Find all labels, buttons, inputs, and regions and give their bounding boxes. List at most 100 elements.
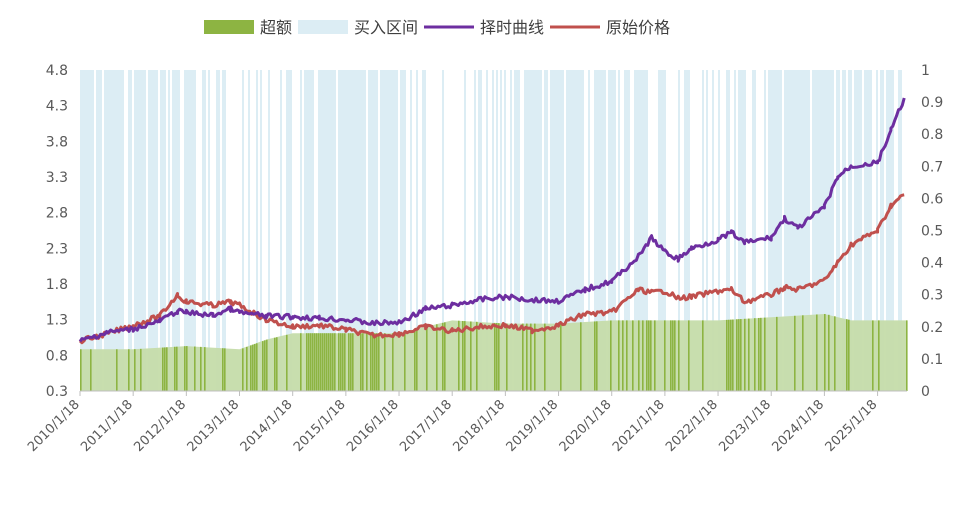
legend-swatch-excess xyxy=(204,20,254,34)
buy-interval-band xyxy=(504,70,506,391)
excess-band xyxy=(744,318,746,391)
excess-band xyxy=(366,333,368,391)
buy-interval-band xyxy=(474,70,476,391)
excess-band xyxy=(316,333,318,391)
timing-curve-line xyxy=(78,97,906,343)
buy-interval-band xyxy=(752,70,754,391)
excess-band xyxy=(308,333,310,391)
y-right-tick-label: 0.6 xyxy=(921,191,943,207)
excess-band xyxy=(162,347,164,391)
buy-interval-band xyxy=(860,70,862,391)
buy-interval-band xyxy=(740,70,742,391)
buy-interval-band xyxy=(386,70,388,391)
x-tick-label: 2022/1/18 xyxy=(663,397,721,455)
excess-band xyxy=(264,340,266,391)
excess-band xyxy=(414,329,416,391)
buy-interval-band xyxy=(792,70,794,391)
buy-interval-band xyxy=(640,70,642,391)
y-right-tick-label: 0.1 xyxy=(921,352,943,368)
buy-interval-band xyxy=(310,70,312,391)
excess-band xyxy=(824,313,826,391)
excess-band xyxy=(476,321,478,391)
excess-band xyxy=(748,318,750,391)
buy-interval-band xyxy=(320,70,322,391)
buy-interval-band xyxy=(602,70,604,391)
excess-band xyxy=(242,348,244,391)
excess-band xyxy=(638,320,640,391)
buy-interval-band xyxy=(784,70,786,391)
excess-band xyxy=(626,320,628,391)
buy-interval-band xyxy=(106,70,108,391)
excess-band xyxy=(312,333,314,391)
buy-interval-band xyxy=(780,70,782,391)
buy-interval-band xyxy=(392,70,394,391)
buy-interval-band xyxy=(594,70,596,391)
excess-band xyxy=(200,346,202,391)
excess-band xyxy=(328,333,330,391)
buy-interval-band xyxy=(300,70,302,391)
buy-interval-band xyxy=(108,70,110,391)
buy-interval-band xyxy=(764,70,766,391)
buy-interval-band xyxy=(222,70,224,391)
excess-band xyxy=(672,320,674,391)
buy-interval-band xyxy=(150,70,152,391)
buy-interval-band xyxy=(308,70,310,391)
buy-interval-band xyxy=(184,70,186,391)
buy-interval-band xyxy=(566,70,568,391)
buy-interval-band xyxy=(176,70,178,391)
buy-interval-band xyxy=(480,70,482,391)
excess-band xyxy=(534,323,536,391)
x-tick-label: 2012/1/18 xyxy=(131,397,189,455)
y-right-tick-label: 0 xyxy=(921,384,930,400)
excess-band xyxy=(764,317,766,391)
x-tick-label: 2019/1/18 xyxy=(504,397,562,455)
buy-interval-band xyxy=(186,70,188,391)
buy-interval-band xyxy=(358,70,360,391)
buy-interval-band xyxy=(588,70,590,391)
excess-band xyxy=(370,333,372,391)
excess-band xyxy=(384,333,386,391)
buy-interval-band xyxy=(842,70,844,391)
buy-interval-band xyxy=(82,70,84,391)
buy-interval-band xyxy=(162,70,164,391)
buy-interval-band xyxy=(658,70,660,391)
buy-interval-band xyxy=(130,70,132,391)
buy-interval-band xyxy=(824,70,826,391)
buy-interval-band xyxy=(376,70,378,391)
buy-interval-band xyxy=(880,70,882,391)
buy-interval-band xyxy=(890,70,892,391)
buy-interval-band xyxy=(442,70,444,391)
excess-band xyxy=(702,320,704,391)
buy-interval-band xyxy=(546,70,548,391)
buy-interval-band xyxy=(464,70,466,391)
buy-interval-band xyxy=(400,70,402,391)
excess-band xyxy=(286,334,288,391)
buy-interval-band xyxy=(808,70,810,391)
buy-interval-band xyxy=(706,70,708,391)
y-right-tick-label: 0.2 xyxy=(921,320,943,336)
buy-interval-band xyxy=(626,70,628,391)
buy-interval-band xyxy=(534,70,536,391)
buy-interval-band xyxy=(804,70,806,391)
buy-interval-band xyxy=(550,70,552,391)
x-tick-label: 2016/1/18 xyxy=(344,397,402,455)
buy-interval-band xyxy=(306,70,308,391)
buy-interval-band xyxy=(568,70,570,391)
excess-band xyxy=(494,322,496,391)
excess-band xyxy=(252,344,254,391)
y-left-tick-label: 0.3 xyxy=(46,384,68,400)
buy-interval-band xyxy=(86,70,88,391)
excess-band xyxy=(332,333,334,391)
buy-interval-band xyxy=(478,70,480,391)
excess-band xyxy=(116,349,118,391)
excess-band xyxy=(594,321,596,391)
buy-interval-band xyxy=(528,70,530,391)
buy-interval-band xyxy=(802,70,804,391)
buy-interval-band xyxy=(886,70,888,391)
excess-band xyxy=(350,333,352,391)
buy-interval-band xyxy=(582,70,584,391)
buy-interval-band xyxy=(340,70,342,391)
excess-band xyxy=(176,346,178,391)
buy-interval-band xyxy=(190,70,192,391)
